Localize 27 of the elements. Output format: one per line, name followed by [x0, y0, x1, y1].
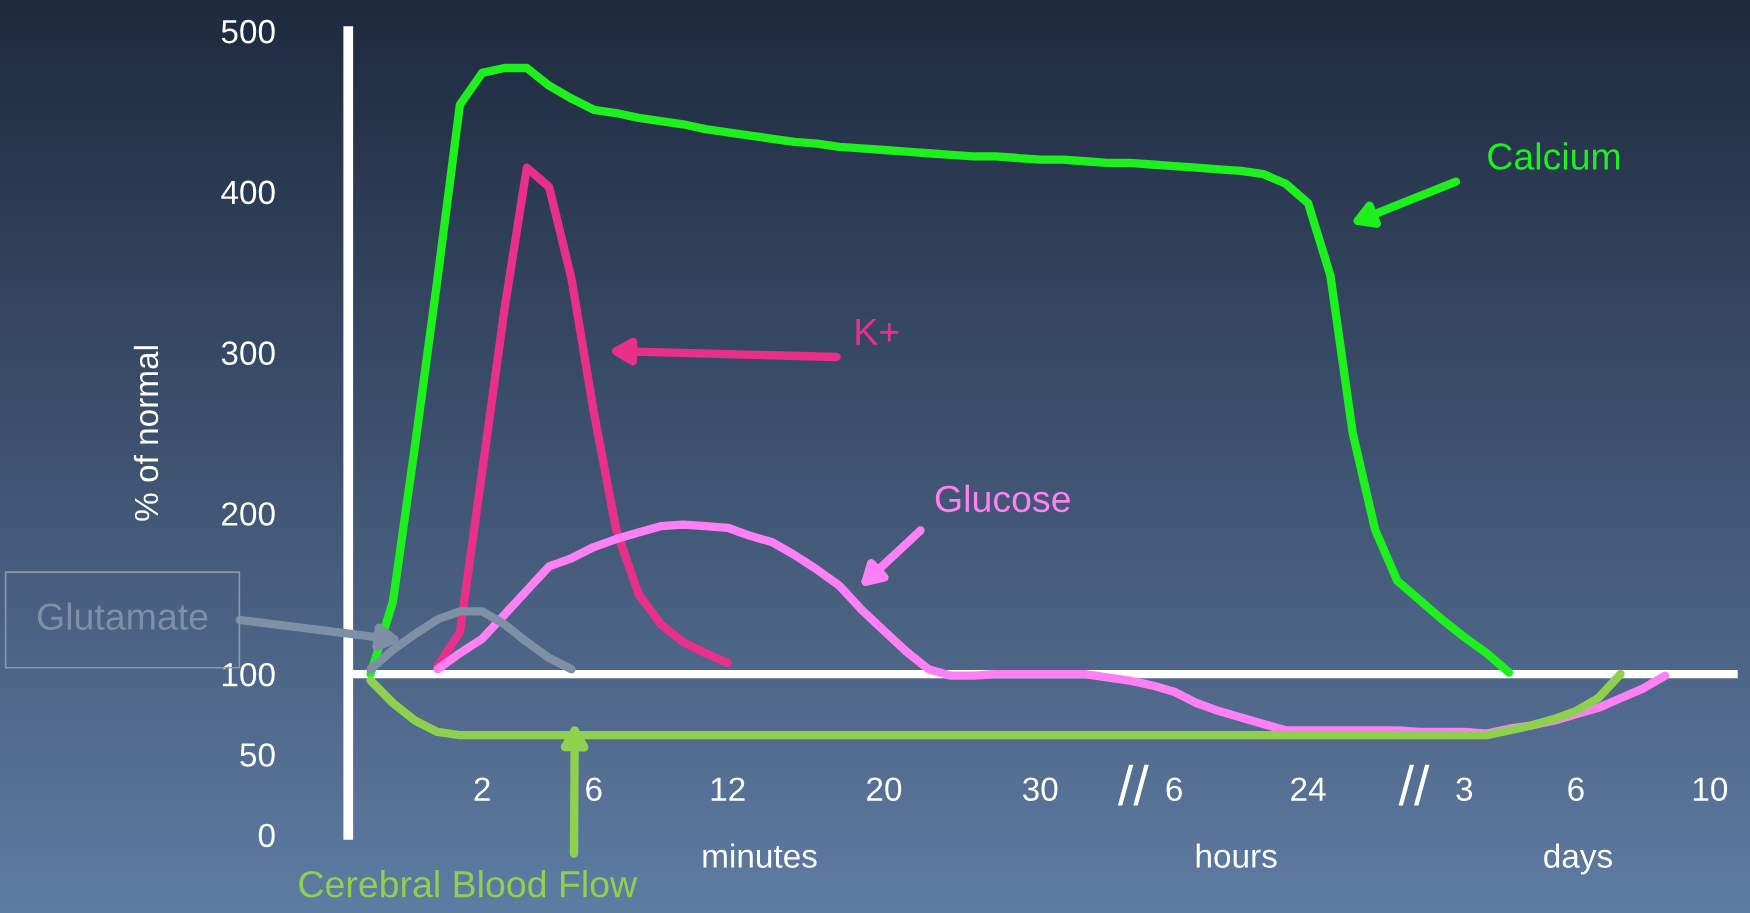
y-tick-label: 0	[258, 823, 275, 848]
text: Glucose	[935, 484, 1070, 513]
text: minutes	[703, 843, 817, 868]
x-tick-label: 20	[867, 777, 902, 801]
text: K+	[856, 318, 899, 345]
x-tick-label: 3	[1456, 777, 1473, 801]
y-tick-label: 400	[221, 180, 275, 205]
text: Calcium	[1488, 142, 1620, 170]
y-tick-label: 50	[240, 743, 275, 767]
y-tick-label: 100	[222, 662, 275, 687]
x-tick-label: 12	[711, 777, 745, 801]
x-tick-label: 6	[586, 777, 602, 801]
y-tick-label: 300	[221, 341, 275, 365]
y-axis-title: % of normal	[133, 346, 159, 521]
x-tick-label: 30	[1022, 777, 1058, 801]
text: Cerebral Blood Flow	[299, 869, 638, 898]
x-tick-label: 2	[474, 777, 490, 801]
x-tick-label: 6	[1568, 777, 1584, 801]
x-tick-label: 24	[1291, 777, 1326, 801]
annotation: //	[1398, 764, 1430, 806]
text: days	[1544, 843, 1612, 875]
y-tick-label: 500	[221, 19, 275, 44]
x-tick-label: 10	[1693, 777, 1728, 801]
x-tick-label: 6	[1166, 777, 1182, 801]
y-tick-label: 200	[222, 502, 275, 526]
annotation: //	[1117, 764, 1149, 806]
text: hours	[1196, 843, 1277, 868]
